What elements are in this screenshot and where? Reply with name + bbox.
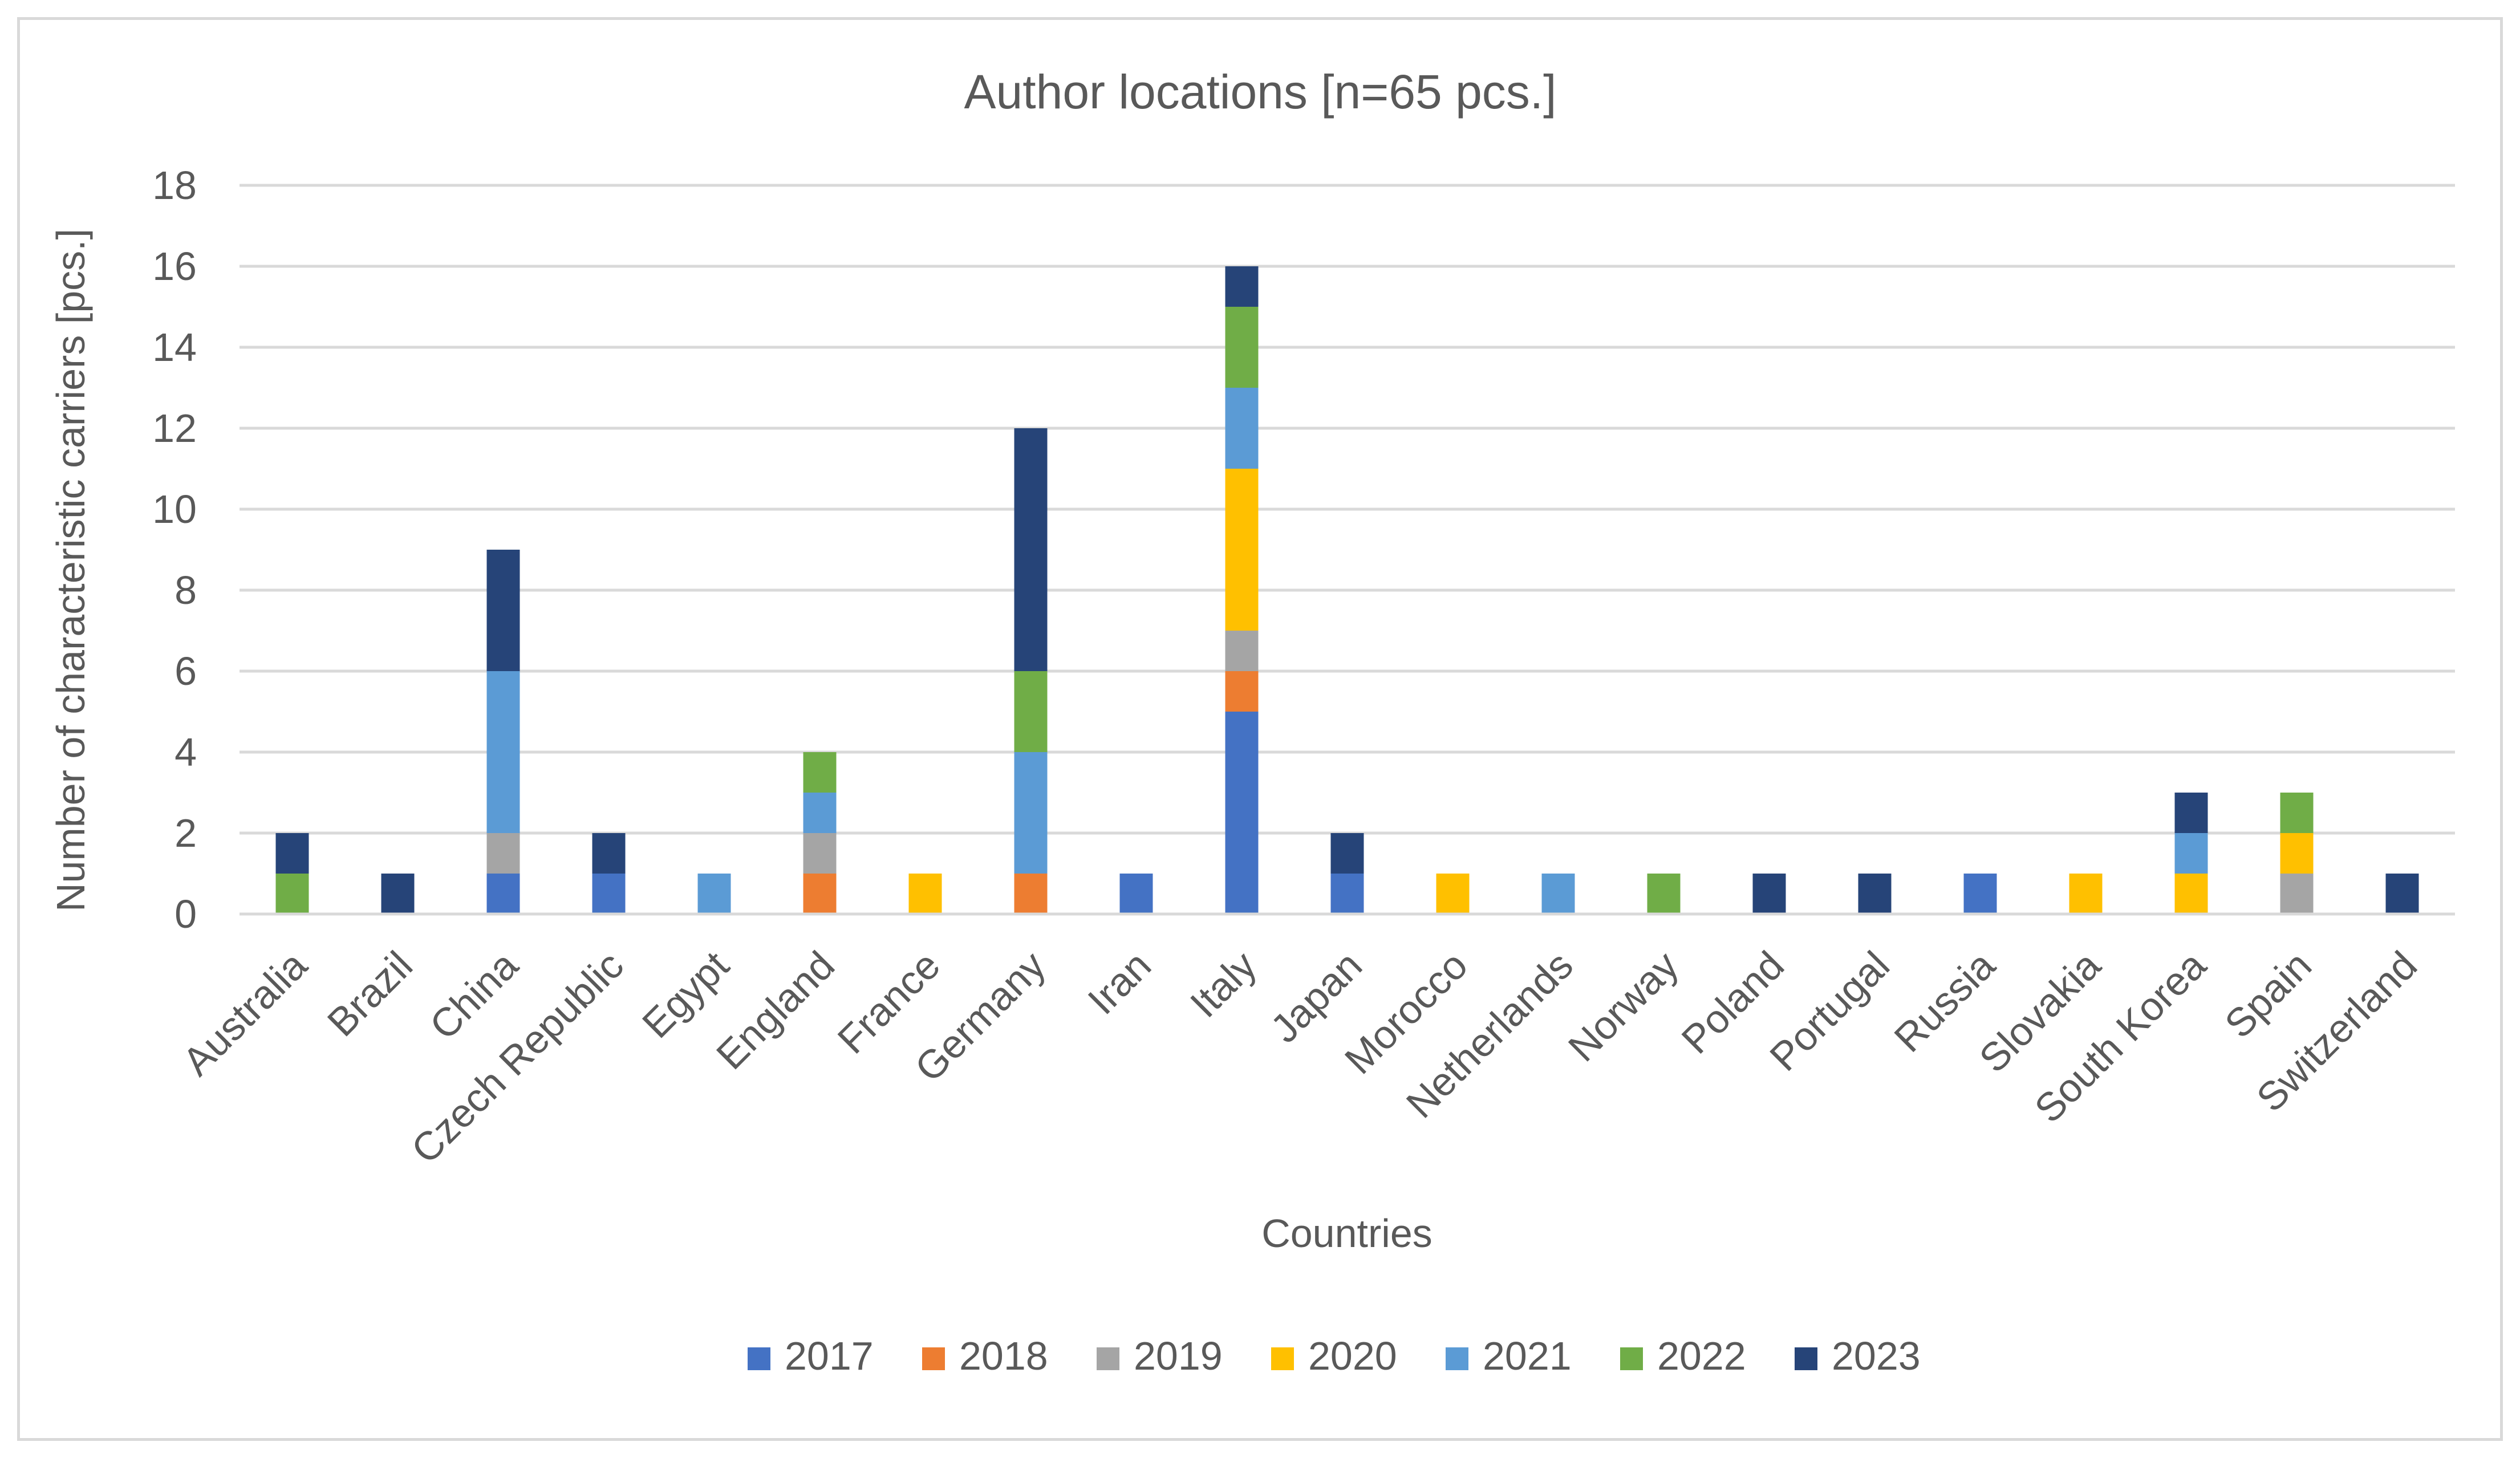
y-tick-label: 6 [175,649,197,693]
bar-segment [381,874,415,914]
legend-label: 2019 [1134,1334,1223,1378]
chart-frame [17,17,2503,1441]
bar-segment [803,752,837,793]
bar-segment [1330,833,1364,874]
bar-segment [275,833,309,874]
gridlines [240,184,2455,835]
y-tick-label: 14 [152,325,197,369]
y-tick-label: 16 [152,244,197,289]
legend-label: 2021 [1483,1334,1572,1378]
y-tick-label: 12 [152,406,197,450]
x-category-label: Italy [1182,943,1265,1026]
bars [275,266,2419,914]
legend-swatch [922,1347,945,1370]
bar-segment [2069,874,2103,914]
bar-segment [275,874,309,914]
y-tick-label: 8 [175,568,197,612]
bar-segment [1119,874,1153,914]
legend-label: 2017 [785,1334,874,1378]
bar-segment [486,550,520,671]
bar-segment [1014,874,1048,914]
bar-segment [2174,874,2208,914]
bar-segment [803,833,837,874]
bar-segment [486,671,520,833]
x-category-label: Australia [174,943,315,1084]
bar-segment [1963,874,1997,914]
bar-segment [1541,874,1575,914]
y-tick-label: 10 [152,487,197,531]
bar-segment [2280,874,2314,914]
bar-segment [2385,874,2419,914]
legend-swatch [1446,1347,1468,1370]
bar-segment [1647,874,1681,914]
bar-segment [1014,671,1048,752]
bar-segment [908,874,942,914]
bar-segment [1225,631,1259,671]
bar-segment [592,833,626,874]
y-tick-label: 4 [175,730,197,774]
bar-segment [2280,833,2314,874]
legend-swatch [1795,1347,1817,1370]
legend-swatch [1620,1347,1643,1370]
chart-title: Author locations [n=65 pcs.] [964,65,1557,119]
bar-segment [1436,874,1470,914]
bar-segment [486,833,520,874]
bar-segment [1225,388,1259,469]
legend-swatch [748,1347,770,1370]
x-category-label: Iran [1080,943,1159,1022]
y-tick-label: 18 [152,163,197,208]
bar-segment [1752,874,1786,914]
bar-segment [803,793,837,833]
legend-swatch [1271,1347,1294,1370]
bar-segment [1858,874,1892,914]
legend-swatch [1097,1347,1119,1370]
bar-segment [1225,671,1259,712]
y-axis-ticks: 0 2 4 6 8 10 12 14 16 18 [152,163,197,936]
bar-segment [486,874,520,914]
bar-segment [1225,266,1259,307]
bar-segment [1225,307,1259,388]
x-category-label: Portugal [1762,943,1898,1079]
bar-segment [1014,428,1048,671]
legend-label: 2020 [1308,1334,1397,1378]
bar-segment [2174,833,2208,874]
x-category-label: Egypt [634,943,737,1046]
x-category-label: England [708,943,843,1078]
bar-segment [1014,752,1048,874]
y-tick-label: 0 [175,892,197,936]
x-category-label: Spain [2216,943,2320,1046]
legend-label: 2018 [959,1334,1048,1378]
legend-label: 2022 [1657,1334,1746,1378]
x-category-label: Norway [1560,943,1687,1070]
y-tick-label: 2 [175,811,197,855]
y-axis-title: Number of characteristic carriers [pcs.] [48,229,93,912]
bar-segment [1225,469,1259,631]
bar-segment [1330,874,1364,914]
bar-segment [1225,712,1259,914]
bar-segment [592,874,626,914]
bar-segment [697,874,731,914]
legend-label: 2023 [1832,1334,1921,1378]
bar-segment [2280,793,2314,833]
x-axis-title: Countries [1261,1211,1433,1256]
bar-segment [803,874,837,914]
bar-segment [2174,793,2208,833]
x-category-label: Brazil [319,943,421,1045]
legend: 2017 2018 2019 2020 2021 2022 2023 [748,1334,1921,1378]
